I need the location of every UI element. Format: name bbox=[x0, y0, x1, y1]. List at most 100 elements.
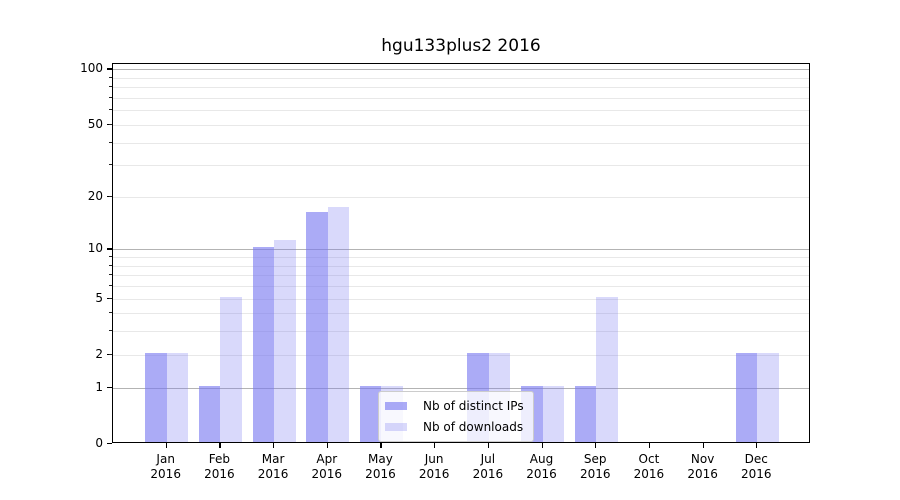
x-tick-mark bbox=[756, 443, 758, 448]
y-minor-tick-mark bbox=[109, 274, 112, 276]
x-tick-mark bbox=[273, 443, 275, 448]
gridline-minor bbox=[113, 313, 809, 315]
y-minor-tick-mark bbox=[109, 353, 112, 355]
x-tick-label: Nov 2016 bbox=[687, 452, 718, 481]
x-tick-year: 2016 bbox=[311, 467, 343, 481]
x-tick-year: 2016 bbox=[257, 467, 289, 481]
x-tick-label: Jan 2016 bbox=[150, 452, 181, 481]
x-tick-year: 2016 bbox=[365, 467, 396, 481]
gridline-major bbox=[113, 249, 809, 251]
y-minor-tick-mark bbox=[109, 330, 112, 332]
y-minor-tick-mark bbox=[109, 123, 112, 125]
x-tick-label: Jun 2016 bbox=[418, 452, 450, 481]
y-minor-tick-mark bbox=[109, 285, 112, 287]
bar-apr-distinct-ips bbox=[306, 212, 328, 442]
x-tick-mark bbox=[702, 443, 704, 448]
legend-swatch-downloads bbox=[385, 423, 407, 431]
bar-jan-distinct-ips bbox=[145, 352, 167, 442]
x-tick-year: 2016 bbox=[526, 467, 557, 481]
y-tick-label: 20 bbox=[87, 188, 103, 203]
gridline-minor bbox=[113, 196, 809, 198]
legend-swatch-distinct-ips bbox=[385, 402, 407, 410]
x-tick-mark bbox=[487, 443, 490, 448]
y-tick-label: 50 bbox=[87, 116, 103, 131]
bar-feb-distinct-ips bbox=[198, 385, 221, 442]
y-minor-tick-mark bbox=[109, 195, 112, 197]
bar-apr-downloads bbox=[327, 207, 350, 442]
y-tick-label: 0 bbox=[95, 436, 103, 450]
x-tick-label: Aug 2016 bbox=[526, 452, 557, 481]
x-tick-label: Feb 2016 bbox=[204, 452, 235, 481]
x-tick-label: May 2016 bbox=[365, 452, 396, 481]
x-tick-year: 2016 bbox=[204, 467, 235, 481]
gridline-minor bbox=[113, 331, 809, 333]
x-tick-label: Apr 2016 bbox=[311, 452, 343, 481]
y-minor-tick-mark bbox=[109, 264, 112, 266]
x-tick-year: 2016 bbox=[741, 467, 772, 481]
y-minor-tick-mark bbox=[109, 109, 112, 111]
gridline-minor bbox=[113, 265, 809, 267]
y-minor-tick-mark bbox=[109, 76, 112, 78]
legend-item-distinct-ips: Nb of distinct IPs bbox=[385, 397, 524, 415]
bar-aug-downloads bbox=[542, 385, 565, 442]
legend-label-distinct-ips: Nb of distinct IPs bbox=[423, 399, 524, 413]
y-tick-mark bbox=[107, 386, 112, 388]
gridline-minor bbox=[113, 98, 809, 100]
x-tick-mark bbox=[541, 443, 543, 448]
gridline-minor bbox=[113, 165, 809, 167]
x-tick-mark bbox=[595, 443, 597, 448]
gridline-minor bbox=[113, 87, 809, 89]
x-tick-label: Dec 2016 bbox=[741, 452, 772, 481]
y-minor-tick-mark bbox=[109, 164, 112, 166]
bar-sep-downloads bbox=[596, 296, 618, 442]
x-tick-year: 2016 bbox=[418, 467, 450, 481]
legend-item-downloads: Nb of downloads bbox=[385, 418, 524, 436]
y-tick-label: 1 bbox=[95, 379, 103, 394]
y-minor-tick-mark bbox=[109, 97, 112, 99]
y-minor-tick-mark bbox=[109, 141, 112, 143]
chart-title: hgu133plus2 2016 bbox=[381, 36, 541, 56]
gridline-minor bbox=[113, 124, 809, 126]
x-tick-year: 2016 bbox=[579, 467, 611, 481]
gridline-major bbox=[113, 69, 809, 71]
x-tick-label: Mar 2016 bbox=[257, 452, 289, 481]
x-tick-mark bbox=[648, 443, 651, 448]
y-minor-tick-mark bbox=[109, 312, 112, 314]
y-tick-mark bbox=[107, 443, 112, 445]
x-tick-year: 2016 bbox=[472, 467, 504, 481]
x-tick-label: Sep 2016 bbox=[579, 452, 611, 481]
bar-mar-downloads bbox=[274, 240, 296, 442]
gridline-minor bbox=[113, 77, 809, 79]
bar-may-distinct-ips bbox=[359, 385, 382, 442]
gridline-minor bbox=[113, 286, 809, 288]
y-tick-label: 5 bbox=[95, 290, 103, 305]
y-tick-label: 100 bbox=[80, 61, 103, 76]
y-tick-label: 2 bbox=[95, 346, 103, 361]
y-tick-label: 10 bbox=[87, 241, 103, 256]
x-tick-mark bbox=[165, 443, 167, 448]
x-tick-year: 2016 bbox=[633, 467, 665, 481]
bar-mar-distinct-ips bbox=[252, 247, 275, 442]
bar-jan-downloads bbox=[166, 352, 189, 442]
bar-dec-downloads bbox=[757, 352, 779, 442]
y-tick-mark bbox=[107, 248, 112, 250]
y-minor-tick-mark bbox=[109, 256, 112, 258]
x-tick-mark bbox=[380, 443, 382, 448]
bar-sep-distinct-ips bbox=[574, 385, 597, 442]
gridline-minor bbox=[113, 257, 809, 259]
y-tick-mark bbox=[107, 68, 112, 70]
gridline-minor bbox=[113, 142, 809, 144]
y-minor-tick-mark bbox=[109, 86, 112, 88]
x-tick-mark bbox=[434, 443, 436, 448]
gridline-minor bbox=[113, 298, 809, 300]
x-tick-year: 2016 bbox=[150, 467, 181, 481]
gridline-minor bbox=[113, 354, 809, 356]
legend: Nb of distinct IPs Nb of downloads bbox=[378, 391, 534, 442]
bar-dec-distinct-ips bbox=[735, 352, 758, 442]
gridline-minor bbox=[113, 110, 809, 112]
x-tick-mark bbox=[326, 443, 328, 448]
legend-label-downloads: Nb of downloads bbox=[423, 420, 524, 434]
gridline-minor bbox=[113, 275, 809, 277]
x-tick-mark bbox=[219, 443, 221, 448]
